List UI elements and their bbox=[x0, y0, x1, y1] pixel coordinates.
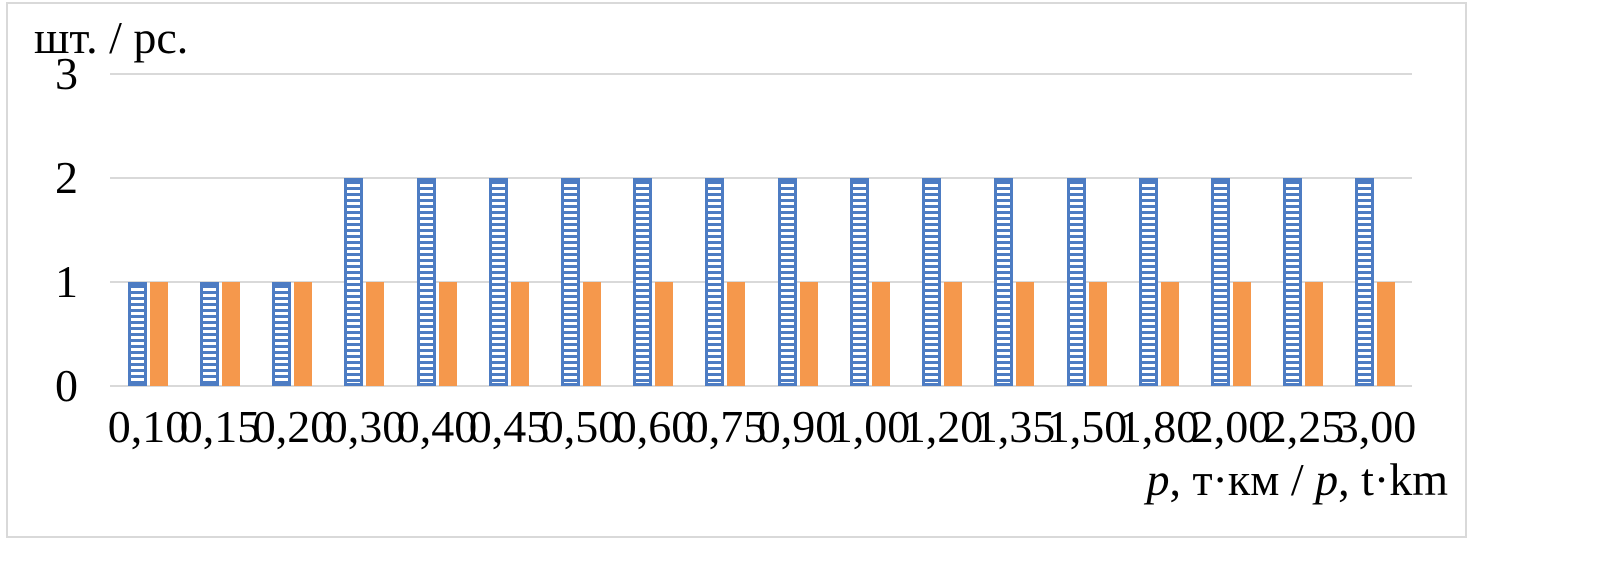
y-tick-label: 2 bbox=[55, 152, 78, 203]
bar-solid-orange-series bbox=[366, 282, 384, 386]
y-tick-label: 1 bbox=[55, 256, 78, 307]
x-tick-label: 1,20 bbox=[902, 401, 984, 452]
x-axis-title-text: , т·км / bbox=[1169, 454, 1316, 505]
bar-solid-orange-series bbox=[583, 282, 601, 386]
bar-solid-orange-series bbox=[1161, 282, 1179, 386]
x-axis-title-text: , t·km bbox=[1338, 454, 1448, 505]
bar-solid-orange-series bbox=[294, 282, 312, 386]
x-axis-title: p, т·км / p, t·km bbox=[1146, 454, 1448, 506]
x-tick-label: 0,75 bbox=[685, 401, 767, 452]
x-tick-label: 1,00 bbox=[829, 401, 911, 452]
bar-hatched-blue-series bbox=[272, 282, 291, 386]
bar-solid-orange-series bbox=[1233, 282, 1251, 386]
x-tick-label: 2,25 bbox=[1263, 401, 1345, 452]
bar-hatched-blue-series bbox=[1355, 178, 1374, 386]
bar-hatched-blue-series bbox=[1283, 178, 1302, 386]
bar-solid-orange-series bbox=[1016, 282, 1034, 386]
y-tick-label: 3 bbox=[55, 48, 78, 99]
bar-hatched-blue-series bbox=[200, 282, 219, 386]
gridline bbox=[110, 177, 1412, 179]
y-tick-label: 0 bbox=[55, 360, 78, 411]
bar-solid-orange-series bbox=[511, 282, 529, 386]
bar-hatched-blue-series bbox=[850, 178, 869, 386]
x-tick-label: 0,10 bbox=[107, 401, 189, 452]
x-tick-label: 2,00 bbox=[1190, 401, 1272, 452]
x-tick-label: 0,40 bbox=[396, 401, 478, 452]
bar-solid-orange-series bbox=[1377, 282, 1395, 386]
x-tick-label: 0,15 bbox=[179, 401, 261, 452]
bar-hatched-blue-series bbox=[994, 178, 1013, 386]
bar-hatched-blue-series bbox=[1211, 178, 1230, 386]
bar-solid-orange-series bbox=[1089, 282, 1107, 386]
bar-hatched-blue-series bbox=[561, 178, 580, 386]
x-axis-title-variable: p bbox=[1146, 454, 1170, 505]
x-tick-label: 0,20 bbox=[252, 401, 334, 452]
x-tick-label: 1,35 bbox=[974, 401, 1056, 452]
bar-solid-orange-series bbox=[439, 282, 457, 386]
bar-hatched-blue-series bbox=[778, 178, 797, 386]
x-axis-title-variable: p bbox=[1315, 454, 1339, 505]
chart-figure: шт. / pc. 0 1 2 3 0,10 0,15 0,20 0,30 0,40 0,45 0,… bbox=[6, 2, 1467, 538]
bar-solid-orange-series bbox=[800, 282, 818, 386]
x-tick-label: 0,45 bbox=[468, 401, 550, 452]
bar-solid-orange-series bbox=[727, 282, 745, 386]
x-tick-label: 1,50 bbox=[1046, 401, 1128, 452]
bar-hatched-blue-series bbox=[633, 178, 652, 386]
bar-solid-orange-series bbox=[944, 282, 962, 386]
plot-area: 0 1 2 3 0,10 0,15 0,20 0,30 0,40 0,45 0,50 0,60 0,75… bbox=[8, 4, 1465, 536]
bar-hatched-blue-series bbox=[1067, 178, 1086, 386]
bar-solid-orange-series bbox=[1305, 282, 1323, 386]
gridline bbox=[110, 385, 1412, 387]
bar-solid-orange-series bbox=[655, 282, 673, 386]
gridline bbox=[110, 281, 1412, 283]
bar-hatched-blue-series bbox=[128, 282, 147, 386]
x-tick-label: 0,50 bbox=[540, 401, 622, 452]
bar-hatched-blue-series bbox=[417, 178, 436, 386]
bar-hatched-blue-series bbox=[1139, 178, 1158, 386]
bar-hatched-blue-series bbox=[344, 178, 363, 386]
bar-solid-orange-series bbox=[222, 282, 240, 386]
x-tick-label: 0,60 bbox=[613, 401, 695, 452]
bar-hatched-blue-series bbox=[922, 178, 941, 386]
x-tick-label: 3,00 bbox=[1335, 401, 1417, 452]
gridline bbox=[110, 73, 1412, 75]
x-tick-label: 1,80 bbox=[1118, 401, 1200, 452]
bar-solid-orange-series bbox=[872, 282, 890, 386]
bar-hatched-blue-series bbox=[705, 178, 724, 386]
x-tick-label: 0,30 bbox=[324, 401, 406, 452]
bar-hatched-blue-series bbox=[489, 178, 508, 386]
y-axis-title: шт. / pc. bbox=[34, 12, 189, 63]
x-tick-label: 0,90 bbox=[757, 401, 839, 452]
bar-solid-orange-series bbox=[150, 282, 168, 386]
